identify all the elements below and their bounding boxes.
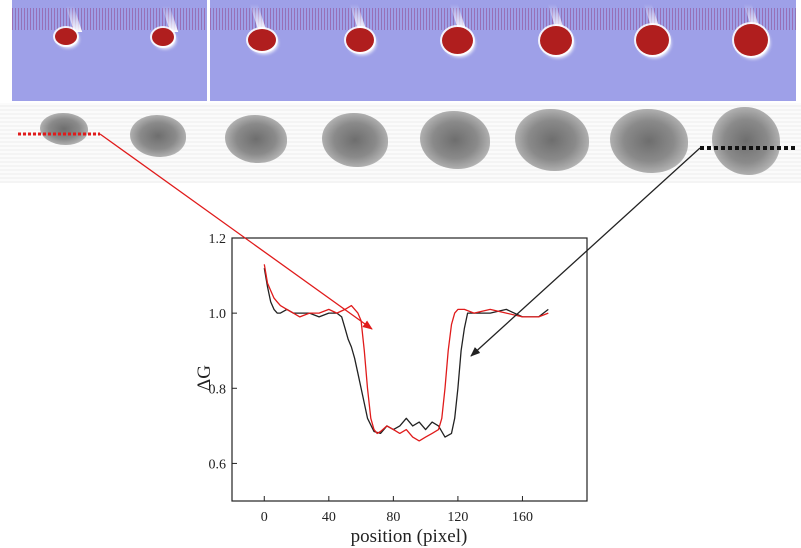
drop-image	[248, 29, 276, 51]
y-tick-label: 0.6	[209, 457, 227, 472]
shadow-image	[225, 115, 287, 163]
drop-image-panel-right	[210, 0, 796, 101]
shadow-image	[712, 107, 780, 175]
drop-image	[152, 28, 174, 46]
shadow-image-strip	[0, 103, 801, 183]
drop-image	[540, 26, 572, 55]
drop-image	[636, 25, 669, 55]
x-axis: 0 40 80 120 160	[261, 496, 533, 525]
shadow-image	[322, 113, 388, 167]
x-tick-label: 0	[261, 510, 268, 525]
y-tick-label: 1.2	[209, 232, 227, 247]
drop-image	[442, 27, 473, 54]
black-connector-arrow	[470, 147, 701, 357]
x-axis-label: position (pixel)	[351, 526, 468, 547]
black-profile-line	[263, 267, 549, 438]
shadow-image	[610, 109, 688, 173]
plot-frame	[231, 237, 588, 502]
y-axis: 0.6 0.8 1.0 1.2	[209, 232, 237, 472]
drop-image	[734, 24, 768, 56]
x-tick-label: 80	[386, 510, 400, 525]
shadow-image	[130, 115, 186, 157]
shadow-image	[515, 109, 589, 171]
drop-image	[55, 28, 77, 45]
drop-image-panel-left	[12, 0, 207, 101]
red-profile-line	[263, 264, 549, 442]
y-tick-label: 1.0	[209, 307, 227, 322]
x-tick-label: 40	[322, 510, 336, 525]
y-tick-label: 0.8	[209, 382, 227, 397]
shadow-image	[40, 113, 88, 145]
red-connector-arrow	[99, 133, 373, 330]
noise-band	[12, 8, 207, 30]
drop-image	[346, 28, 374, 52]
x-tick-label: 120	[447, 510, 468, 525]
y-axis-label: ΔG	[194, 365, 215, 391]
shadow-image	[420, 111, 490, 169]
x-tick-label: 160	[512, 510, 533, 525]
series-group	[263, 264, 549, 442]
